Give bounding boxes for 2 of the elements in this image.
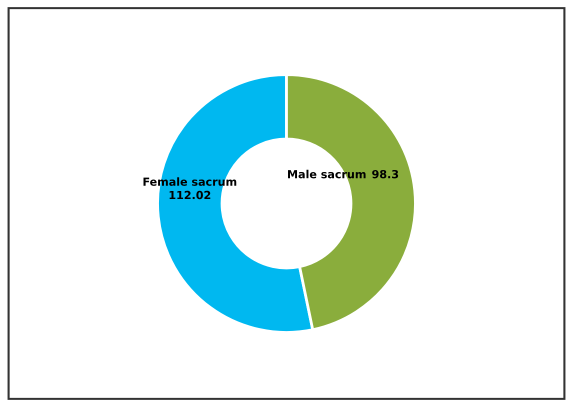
data-label: 112.02 xyxy=(170,190,210,200)
data-label: 98.3 xyxy=(372,170,398,178)
